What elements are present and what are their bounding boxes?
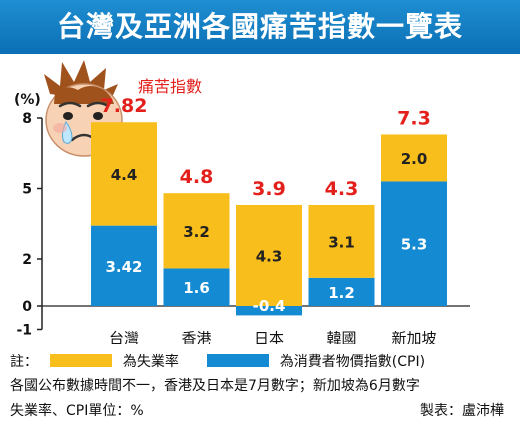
x-axis: 台灣 香港 日本 韓國 新加坡: [109, 330, 437, 345]
x-tick-label: 新加坡: [391, 330, 436, 345]
credit: 製表：盧沛樺: [420, 403, 504, 419]
label-total: 4.3: [325, 178, 359, 200]
legend: 註： 為失業率 為消費者物價指數(CPI): [10, 351, 425, 371]
chart-title: 台灣及亞洲各國痛苦指數一覽表: [0, 0, 520, 54]
bar-unemployment: [381, 134, 447, 182]
annotation-label: 痛苦指數: [138, 77, 202, 96]
label-total: 7.82: [101, 95, 148, 117]
y-tick-label: 8: [22, 111, 32, 127]
label-cpi: 3.42: [105, 258, 142, 276]
label-cpi: -0.4: [253, 297, 286, 315]
bar-unemployment: [236, 204, 302, 306]
label-unemployment: 4.3: [256, 247, 283, 265]
bar-cpi: [91, 225, 157, 306]
label-unemployment: 3.1: [328, 233, 355, 251]
legend-swatch-unemployment: [50, 354, 113, 367]
y-tick-label: 0: [22, 299, 32, 315]
label-total: 4.8: [180, 166, 214, 188]
note-line-2: 失業率、CPI單位：%: [10, 403, 144, 419]
y-tick-label: -1: [16, 323, 32, 339]
y-tick-label: 2: [22, 252, 32, 268]
bar-cpi: [236, 306, 302, 316]
label-unemployment: 2.0: [401, 150, 428, 168]
bar-cpi: [163, 268, 230, 306]
label-unemployment: 4.4: [111, 166, 138, 184]
bar-cpi: [308, 277, 375, 306]
label-cpi: 1.6: [183, 279, 210, 297]
bar-unemployment: [308, 204, 375, 278]
y-tick-label: 5: [22, 182, 32, 198]
legend-label-unemployment: 為失業率: [122, 354, 179, 370]
legend-label-cpi: 為消費者物價指數(CPI): [279, 354, 426, 370]
x-tick-label: 日本: [254, 330, 284, 345]
x-tick-label: 韓國: [326, 330, 356, 345]
note-line-1: 各國公布數據時間不一，香港及日本是7月數字；新加坡為6月數字: [10, 378, 420, 394]
label-total: 7.3: [397, 107, 431, 129]
bar-unemployment: [163, 193, 230, 269]
label-unemployment: 3.2: [183, 223, 210, 241]
bar-cpi: [381, 181, 447, 306]
legend-swatch-cpi: [207, 354, 270, 367]
label-cpi: 5.3: [401, 236, 428, 254]
label-total: 3.9: [252, 178, 286, 200]
x-tick-label: 台灣: [109, 330, 139, 345]
legend-prefix: 註：: [10, 354, 38, 370]
stacked-bar-chart: (%) 痛苦指數 -1 0 2 5 8 4.4 3.42 7.82 3.2 1.6 4.8 4.3 -…: [14, 60, 470, 345]
bars: [91, 122, 447, 316]
x-tick-label: 香港: [181, 330, 211, 345]
sad-face-icon: [44, 60, 123, 157]
label-cpi: 1.2: [328, 284, 355, 302]
y-unit-label: (%): [14, 92, 41, 108]
bar-unemployment: [91, 122, 157, 226]
bar-labels: 4.4 3.42 7.82 3.2 1.6 4.8 4.3 -0.4 3.9 3.1 1.2 4.3 2…: [101, 95, 431, 315]
